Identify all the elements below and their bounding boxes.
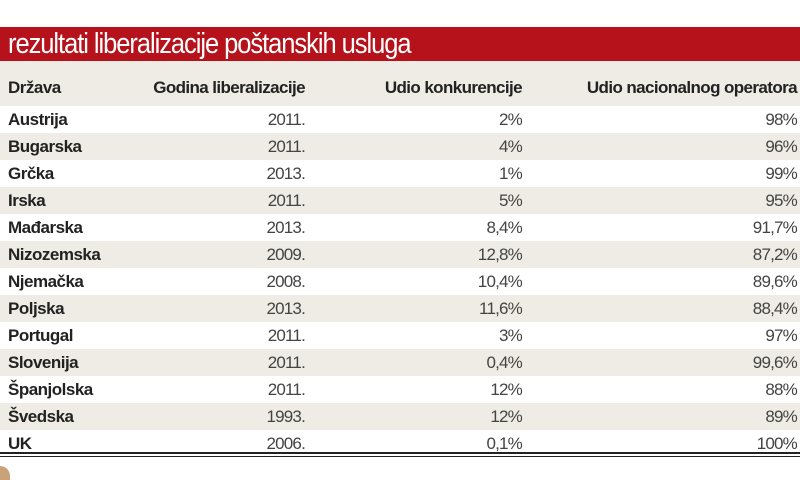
cell-competition-share: 0,4% [486,353,522,372]
cell-year: 2011. [267,380,306,399]
table-row: Bugarska 2011. 4% 96% [0,133,800,160]
cell-year: 2008. [266,272,305,291]
bottom-rule [0,452,800,454]
liberalization-table: Država Godina liberalizacije Udio konkur… [0,61,800,457]
cell-competition-share: 11,6% [479,299,523,318]
cell-country: Grčka [8,164,54,183]
cell-year: 2011. [267,326,306,345]
cell-competition-share: 4% [499,137,523,156]
cell-country: UK [8,434,32,453]
table-row: Švedska 1993. 12% 89% [0,403,800,430]
cell-year: 2011. [267,191,306,210]
decorative-corner [0,466,10,480]
cell-year: 2011. [267,353,306,372]
cell-competition-share: 12% [490,407,522,426]
cell-country: Španjolska [8,380,93,399]
cell-country: Nizozemska [8,245,101,264]
table-row: Austrija 2011. 2% 98% [0,106,800,133]
cell-national-share: 91,7% [752,218,798,237]
cell-year: 2009. [266,245,305,264]
cell-country: Slovenija [8,353,79,372]
header-national-share: Udio nacionalnog operatora [586,78,798,97]
cell-country: Mađarska [8,218,83,237]
cell-competition-share: 0,1% [486,434,522,453]
cell-country: Poljska [8,299,65,318]
cell-year: 2011. [267,137,306,156]
cell-competition-share: 2% [499,110,523,129]
table-row: Grčka 2013. 1% 99% [0,160,800,187]
cell-country: Njemačka [8,272,84,291]
header-row: Država Godina liberalizacije Udio konkur… [0,61,800,106]
cell-national-share: 88% [765,380,797,399]
cell-country: Švedska [8,407,74,426]
cell-national-share: 95% [765,191,797,210]
cell-competition-share: 12% [490,380,522,399]
table-row: Njemačka 2008. 10,4% 89,6% [0,268,800,295]
cell-year: 2013. [266,299,305,318]
cell-national-share: 97% [765,326,797,345]
cell-competition-share: 8,4% [486,218,522,237]
title-bar: rezultati liberalizacije poštanskih uslu… [0,27,800,61]
cell-national-share: 98% [765,110,797,129]
table-row: Irska 2011. 5% 95% [0,187,800,214]
header-competition-share: Udio konkurencije [384,78,523,97]
table-row: Nizozemska 2009. 12,8% 87,2% [0,241,800,268]
cell-year: 2006. [266,434,305,453]
cell-year: 2013. [266,164,305,183]
cell-national-share: 100% [756,434,798,453]
cell-competition-share: 3% [499,326,523,345]
table-row: Poljska 2013. 11,6% 88,4% [0,295,800,322]
cell-competition-share: 1% [499,164,523,183]
cell-national-share: 96% [765,137,797,156]
table-title: rezultati liberalizacije poštanskih uslu… [8,28,412,60]
cell-national-share: 99,6% [752,353,798,372]
cell-year: 2011. [267,110,306,129]
cell-competition-share: 5% [499,191,523,210]
cell-year: 1993. [266,407,305,426]
header-country: Država [8,78,61,97]
cell-competition-share: 12,8% [477,245,523,264]
cell-competition-share: 10,4% [477,272,523,291]
bottom-rule-thin [0,456,800,457]
cell-country: Bugarska [8,137,82,156]
cell-national-share: 89% [765,407,797,426]
cell-country: Irska [8,191,46,210]
table-row: Španjolska 2011. 12% 88% [0,376,800,403]
cell-national-share: 89,6% [752,272,798,291]
cell-country: Austrija [8,110,68,129]
table-row: Portugal 2011. 3% 97% [0,322,800,349]
cell-country: Portugal [8,326,73,345]
cell-national-share: 87,2% [752,245,798,264]
table-row: Slovenija 2011. 0,4% 99,6% [0,349,800,376]
header-year: Godina liberalizacije [153,78,305,97]
cell-year: 2013. [266,218,305,237]
table-row: Mađarska 2013. 8,4% 91,7% [0,214,800,241]
cell-national-share: 99% [765,164,797,183]
cell-national-share: 88,4% [752,299,798,318]
